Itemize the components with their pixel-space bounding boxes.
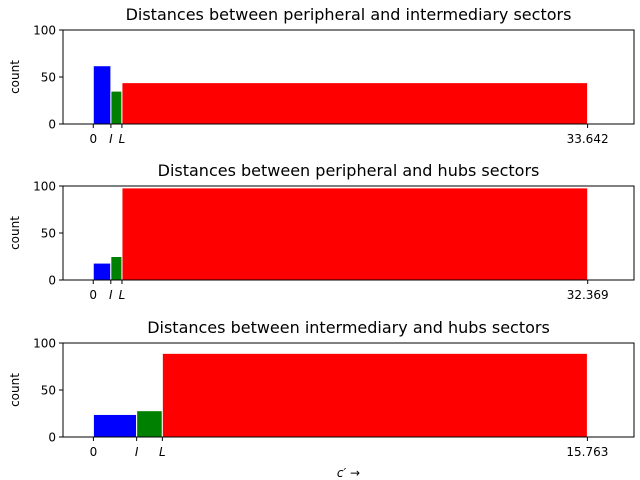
y-tick-label: 0 [48,274,56,288]
x-axis-label: c′ → [337,466,360,480]
histogram-bar-1 [93,414,136,437]
x-tick-label: 0 [89,132,97,146]
x-tick-label: 32.369 [567,288,609,302]
y-tick-label: 100 [33,24,56,38]
histogram-bar-3 [122,83,588,124]
y-tick-label: 50 [41,227,56,241]
subplot-3: Distances between intermediary and hubs … [8,318,634,480]
x-tick-label: 0 [90,445,98,459]
subplot-1: Distances between peripheral and interme… [8,5,634,146]
x-tick-label: 33.642 [567,132,609,146]
histogram-bar-3 [162,353,587,437]
x-tick-label: 0 [89,288,97,302]
x-tick-label: I [109,132,113,146]
y-axis-label: count [8,373,22,407]
chart-title: Distances between intermediary and hubs … [147,318,550,337]
y-axis-label: count [8,216,22,250]
chart-title: Distances between peripheral and interme… [126,5,572,24]
subplot-2: Distances between peripheral and hubs se… [8,161,634,302]
histogram-bar-1 [93,263,111,280]
x-tick-label: I [135,445,139,459]
histogram-bar-2 [111,257,122,281]
x-tick-label: L [119,288,126,302]
x-tick-label: I [109,288,113,302]
histogram-bar-2 [137,411,163,437]
y-tick-label: 50 [41,71,56,85]
x-tick-label: 15.763 [566,445,608,459]
histogram-bar-3 [122,188,588,280]
y-axis-label: count [8,60,22,94]
chart-title: Distances between peripheral and hubs se… [158,161,540,180]
x-tick-label: L [159,445,166,459]
histogram-bar-2 [111,91,122,124]
y-tick-label: 0 [48,431,56,445]
y-tick-label: 100 [33,337,56,351]
y-tick-label: 50 [41,384,56,398]
y-tick-label: 0 [48,118,56,132]
histogram-bar-1 [93,66,111,124]
x-tick-label: L [119,132,126,146]
y-tick-label: 100 [33,180,56,194]
